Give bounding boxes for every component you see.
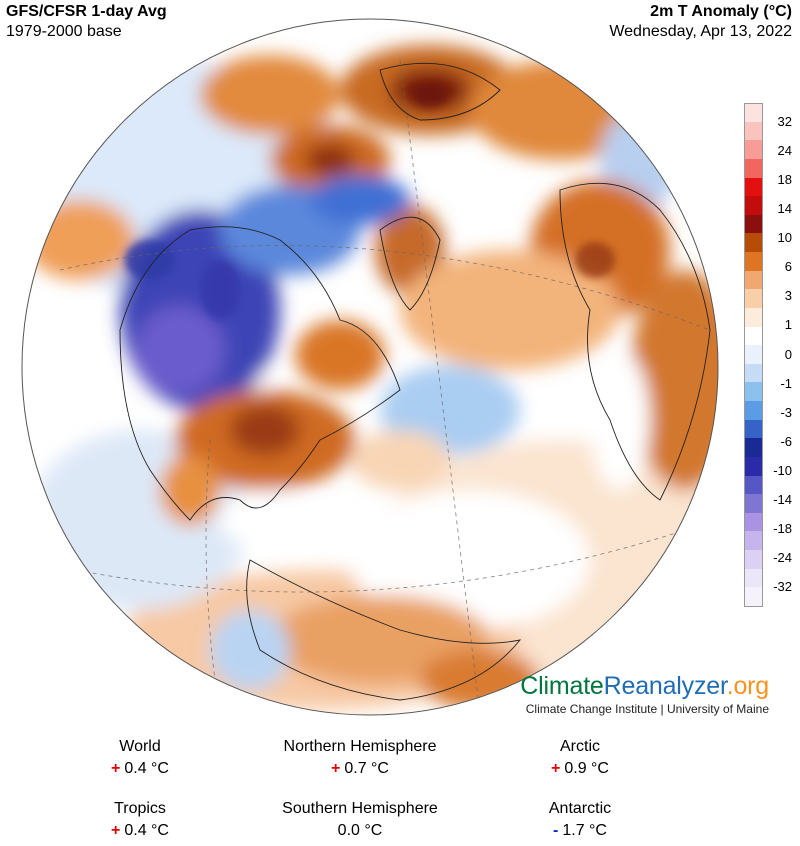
- legend-tick-label: -24: [773, 550, 792, 566]
- legend-tick-label: 18: [777, 171, 792, 187]
- header-left: GFS/CFSR 1-day Avg 1979-2000 base: [6, 2, 167, 42]
- legend-swatch: [744, 568, 763, 588]
- brand-logo: ClimateReanalyzer.org: [520, 672, 769, 700]
- legend-swatch: [744, 587, 763, 608]
- baseline-subtitle: 1979-2000 base: [6, 23, 122, 40]
- legend-tick-label: -1: [780, 375, 792, 391]
- legend-tick-label: -32: [773, 579, 792, 595]
- stat-sign: +: [111, 822, 121, 839]
- stat-value: 1.7 °C: [562, 822, 607, 839]
- brand-subtitle: Climate Change Institute | University of…: [525, 702, 769, 716]
- legend-swatch: [744, 103, 763, 124]
- legend-swatch: [744, 307, 763, 328]
- stat-label: Tropics: [114, 800, 166, 817]
- stat-label: Southern Hemisphere: [282, 800, 438, 817]
- stat-label: Arctic: [560, 738, 600, 755]
- legend-swatch: [744, 140, 763, 160]
- legend-tick-label: -3: [780, 404, 792, 420]
- stat-label: World: [119, 738, 161, 755]
- stat-tropics: Tropics +0.4 °C: [30, 798, 250, 842]
- legend-tick-label: 0: [784, 346, 792, 362]
- legend-swatch: [744, 177, 763, 197]
- header-right: 2m T Anomaly (°C) Wednesday, Apr 13, 202…: [609, 2, 792, 42]
- legend-swatch: [744, 456, 763, 477]
- legend-tick-label: 10: [777, 230, 792, 246]
- legend-swatch: [744, 363, 763, 383]
- legend-tick-label: -6: [780, 433, 792, 449]
- variable-title: 2m T Anomaly (°C): [650, 3, 792, 20]
- stat-label: Antarctic: [548, 800, 612, 817]
- stat-antarctic: Antarctic -1.7 °C: [470, 798, 690, 842]
- stat-value: 0.4 °C: [124, 760, 169, 777]
- legend-tick-label: 6: [784, 259, 792, 275]
- legend-swatch: [744, 419, 763, 439]
- legend-swatch: [744, 531, 763, 551]
- legend-swatch: [744, 289, 763, 309]
- dataset-title: GFS/CFSR 1-day Avg: [6, 3, 167, 20]
- legend-tick-label: 32: [777, 113, 792, 129]
- legend-swatch: [744, 270, 763, 290]
- legend-swatch: [744, 233, 763, 253]
- legend-tick-label: -18: [773, 521, 792, 537]
- legend-swatch: [744, 512, 763, 532]
- legend-swatch: [744, 550, 763, 570]
- stat-value: 0.4 °C: [124, 822, 169, 839]
- stat-value: 0.7 °C: [344, 760, 389, 777]
- legend-swatch: [744, 121, 763, 141]
- stat-sign: -: [553, 822, 559, 839]
- date-label: Wednesday, Apr 13, 2022: [609, 23, 792, 40]
- legend-swatch: [744, 214, 763, 234]
- stat-value: 0.9 °C: [564, 760, 609, 777]
- legend-swatch: [744, 196, 763, 216]
- stat-sign: +: [551, 760, 561, 777]
- stat-arctic: Arctic +0.9 °C: [470, 736, 690, 780]
- legend-tick-label: 1: [784, 317, 792, 333]
- legend-tick-label: -14: [773, 492, 792, 508]
- legend-swatch: [744, 494, 763, 514]
- legend-swatch: [744, 326, 763, 346]
- legend-swatch: [744, 345, 763, 365]
- legend-tick-label: 24: [777, 142, 792, 158]
- stat-sign: +: [331, 760, 341, 777]
- legend-tick-label: 3: [784, 288, 792, 304]
- legend-swatch: [744, 382, 763, 402]
- legend-swatch: [744, 401, 763, 421]
- brand-block: ClimateReanalyzer.org Climate Change Ins…: [520, 671, 769, 717]
- legend-swatch: [744, 252, 763, 272]
- stat-label: Northern Hemisphere: [283, 738, 437, 755]
- legend-tick-label: 14: [777, 200, 792, 216]
- legend-swatch: [744, 438, 763, 458]
- stat-southern-hemisphere: Southern Hemisphere 0.0 °C: [250, 798, 470, 842]
- stat-world: World +0.4 °C: [30, 736, 250, 780]
- stat-sign: +: [111, 760, 121, 777]
- anomaly-globe-map: [21, 18, 719, 716]
- legend-swatch: [744, 158, 763, 178]
- legend-tick-label: -10: [773, 462, 792, 478]
- legend-swatch: [744, 475, 763, 495]
- stat-northern-hemisphere: Northern Hemisphere +0.7 °C: [250, 736, 470, 780]
- stat-value: 0.0 °C: [337, 822, 383, 839]
